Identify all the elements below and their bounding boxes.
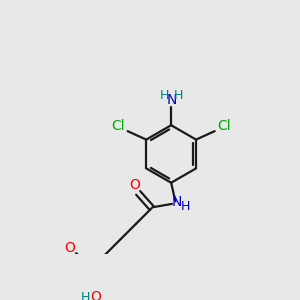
Text: H: H [81,291,90,300]
Text: H: H [160,89,169,102]
Text: Cl: Cl [112,119,125,133]
Text: H: H [174,89,184,102]
Text: O: O [64,241,76,254]
Text: H: H [181,200,190,213]
Text: Cl: Cl [217,119,231,133]
Text: N: N [172,195,182,209]
Text: O: O [129,178,140,192]
Text: O: O [90,290,101,300]
Text: N: N [167,93,177,107]
